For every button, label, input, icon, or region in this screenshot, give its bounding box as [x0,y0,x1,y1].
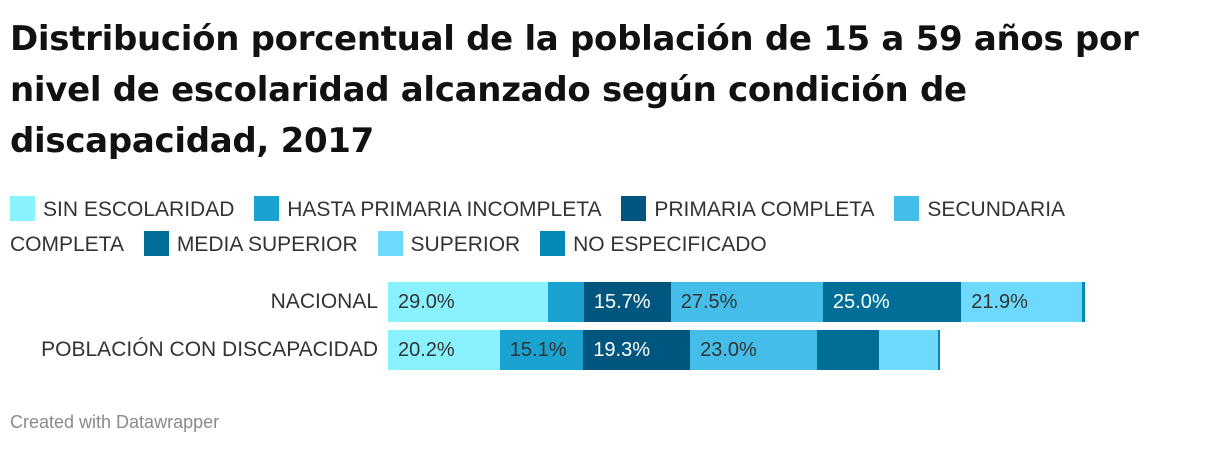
data-label: 19.3% [593,339,651,361]
bar-segment [388,330,500,370]
bar-segment [879,330,938,370]
bar-segment [817,330,880,370]
legend-swatch [621,196,647,221]
bar-segment [583,282,671,322]
legend-label: SIN ESCOLARIDAD [43,198,235,221]
legend: SIN ESCOLARIDAD HASTA PRIMARIA INCOMPLET… [10,192,1190,262]
legend-label: NO ESPECIFICADO [573,233,767,256]
bar-segment [499,330,584,370]
bar-segment [690,330,818,370]
bar-segment [548,282,584,322]
row-label: POBLACIÓN CON DISCAPACIDAD [41,338,378,361]
data-label: 20.2% [398,339,455,361]
bar-segment [961,282,1083,322]
bar-segment [938,330,941,370]
legend-label: SUPERIOR [410,233,521,256]
legend-item: PRIMARIA COMPLETA [621,196,875,221]
bar-segment [1082,282,1085,322]
data-label: 29.0% [398,291,455,313]
data-label: 27.5% [680,291,738,313]
bar-segment [670,282,823,322]
row-label: NACIONAL [270,290,378,313]
legend-swatch [894,196,920,221]
bar-segment [822,282,962,322]
legend-item: SUPERIOR [377,231,521,256]
data-label: 25.0% [832,291,890,313]
data-label: 15.7% [593,291,651,313]
data-label: 15.1% [509,339,567,361]
bar-segment [583,330,691,370]
legend-label: HASTA PRIMARIA INCOMPLETA [287,198,602,221]
data-label: 23.0% [700,339,757,361]
legend-label: MEDIA SUPERIOR [176,233,358,256]
stacked-bar-chart: NACIONAL 29.0% 15.7% 27.5% 25.0% 21.9% POBLACI… [0,282,1220,377]
legend-swatch [540,231,566,256]
legend-item: SIN ESCOLARIDAD [10,196,235,221]
legend-swatch [143,231,169,256]
chart-title: Distribución porcentual de la población … [10,19,1139,161]
footer-credit: Created with Datawrapper [10,412,220,432]
legend-item: SECUNDARIA COMPLETA [10,196,1064,256]
legend-label: SECUNDARIA COMPLETA [10,198,1064,256]
legend-swatch [10,196,35,221]
legend-swatch [254,196,280,221]
legend-item: NO ESPECIFICADO [540,231,767,256]
legend-label: PRIMARIA COMPLETA [654,198,875,221]
legend-item: HASTA PRIMARIA INCOMPLETA [254,196,602,221]
legend-item: MEDIA SUPERIOR [143,231,358,256]
legend-swatch [377,231,403,256]
data-label: 21.9% [971,291,1028,313]
bar-segment [388,282,549,322]
